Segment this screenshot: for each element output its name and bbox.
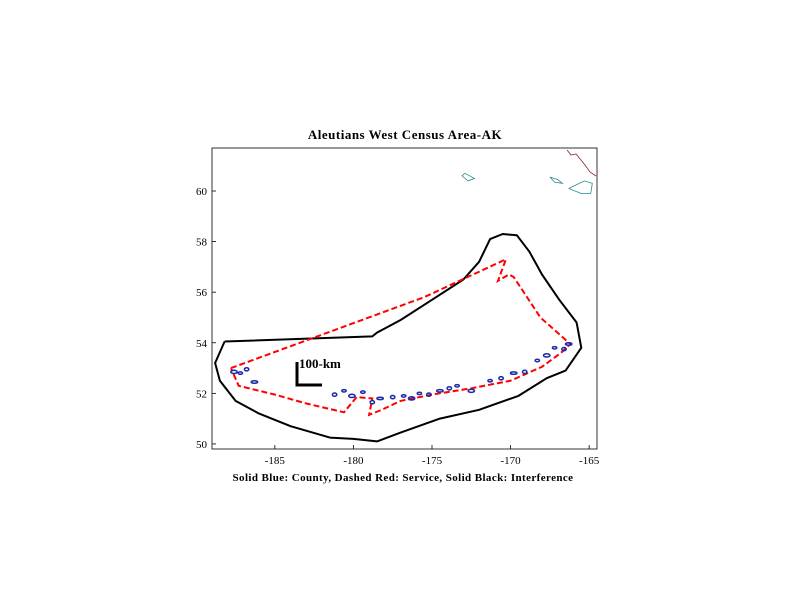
- x-tick-label: -165: [579, 455, 600, 467]
- county-island: [389, 394, 396, 400]
- interference-contour: [214, 233, 583, 443]
- county-island: [376, 396, 385, 401]
- y-tick-label: 60: [196, 186, 208, 198]
- county-island: [347, 393, 356, 399]
- coastline-fragment: [568, 180, 593, 194]
- county-island: [400, 393, 407, 398]
- y-tick-label: 56: [196, 287, 208, 299]
- county-island: [521, 369, 528, 375]
- county-island: [230, 369, 238, 375]
- county-island: [498, 375, 505, 381]
- county-island: [331, 392, 338, 397]
- x-tick-label: -185: [265, 455, 286, 467]
- county-island: [243, 366, 250, 372]
- map-caption: Solid Blue: County, Dashed Red: Service,…: [233, 472, 574, 484]
- scale-bar-label: 100-km: [299, 356, 341, 371]
- county-island: [551, 345, 558, 350]
- x-tick-label: -180: [343, 455, 364, 467]
- county-island: [487, 378, 494, 383]
- y-tick-label: 58: [196, 237, 208, 249]
- border-line: [566, 149, 597, 177]
- service-contour: [229, 257, 572, 417]
- x-tick-label: -170: [500, 455, 521, 467]
- county-island: [435, 388, 444, 393]
- county-island: [369, 399, 376, 405]
- y-tick-label: 52: [196, 388, 207, 400]
- county-island: [407, 396, 416, 401]
- county-island: [416, 391, 423, 396]
- county-island: [534, 358, 541, 363]
- x-tick-label: -175: [422, 455, 443, 467]
- map-title: Aleutians West Census Area-AK: [308, 127, 503, 142]
- county-island: [341, 388, 347, 393]
- county-island: [425, 392, 432, 397]
- y-tick-label: 50: [196, 439, 208, 451]
- scale-bar-shape: [295, 362, 322, 387]
- scale-bar: 100-km: [295, 356, 341, 387]
- county-island: [237, 371, 244, 376]
- coastline-fragment: [549, 176, 564, 185]
- y-axis: 50 52 54 56 58 60: [196, 186, 216, 451]
- county-island: [561, 346, 567, 352]
- plot-area: [214, 149, 597, 443]
- coastline-fragment: [461, 172, 476, 182]
- county-island: [564, 342, 573, 346]
- county-island: [250, 380, 259, 384]
- county-island: [509, 371, 518, 376]
- county-island: [467, 388, 476, 394]
- x-axis: -185 -180 -175 -170 -165: [265, 445, 600, 467]
- plot-frame: [211, 147, 598, 450]
- county-island: [446, 385, 453, 391]
- county-island: [542, 353, 551, 358]
- county-island: [454, 383, 461, 388]
- y-tick-label: 54: [196, 338, 208, 350]
- county-island: [359, 390, 366, 395]
